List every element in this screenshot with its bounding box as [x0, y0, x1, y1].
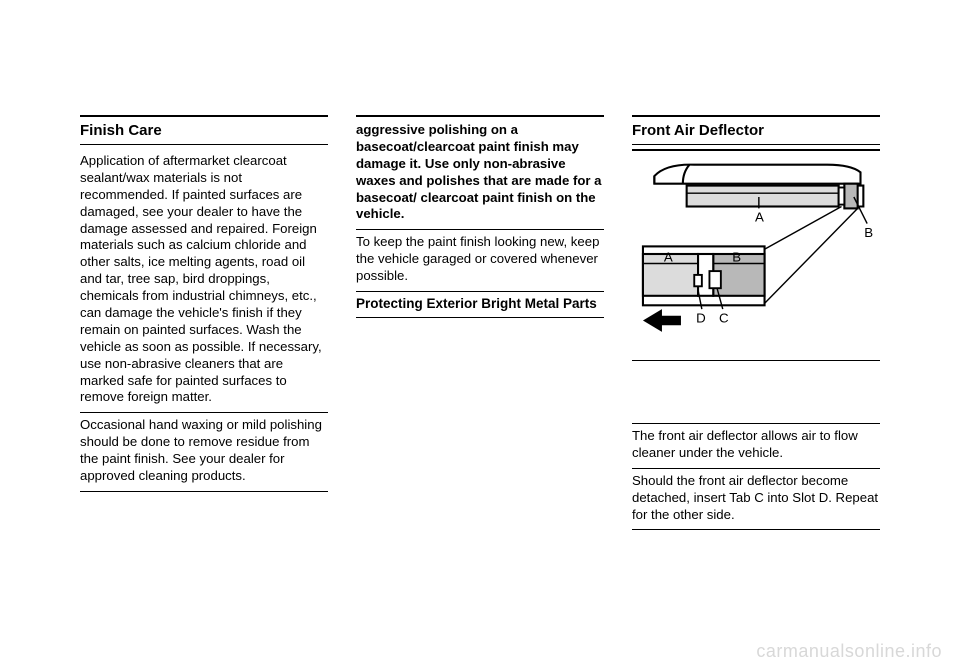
label-b-lower: B — [732, 250, 741, 265]
page-container: Finish Care Application of aftermarket c… — [0, 0, 960, 570]
finish-care-para-1: Application of aftermarket clearcoat sea… — [80, 149, 328, 413]
label-a-lower: A — [664, 250, 673, 265]
column-3: Front Air Deflector — [632, 115, 880, 530]
aggressive-polishing-warning: aggressive polishing on a basecoat/clear… — [356, 115, 604, 230]
deflector-diagram: A B — [632, 159, 880, 349]
keep-garaged-para: To keep the paint finish looking new, ke… — [356, 230, 604, 292]
finish-care-title: Finish Care — [80, 115, 328, 145]
diagram-caption-spacer — [632, 365, 880, 423]
column-2: aggressive polishing on a basecoat/clear… — [356, 115, 604, 530]
deflector-para-1: The front air deflector allows air to fl… — [632, 423, 880, 469]
label-d: D — [696, 310, 706, 325]
label-b-upper: B — [864, 225, 873, 240]
lower-diagram-group: A B D C — [643, 246, 765, 332]
front-air-deflector-title: Front Air Deflector — [632, 115, 880, 145]
arrow-icon — [643, 309, 681, 332]
finish-care-para-2: Occasional hand waxing or mild polishing… — [80, 413, 328, 492]
label-c: C — [719, 310, 729, 325]
deflector-para-2: Should the front air deflector become de… — [632, 469, 880, 531]
watermark-text: carmanualsonline.info — [756, 641, 942, 662]
deflector-diagram-container: A B — [632, 149, 880, 361]
label-a-upper: A — [755, 210, 764, 225]
protecting-metal-subtitle: Protecting Exterior Bright Metal Parts — [356, 292, 604, 318]
column-1: Finish Care Application of aftermarket c… — [80, 115, 328, 530]
